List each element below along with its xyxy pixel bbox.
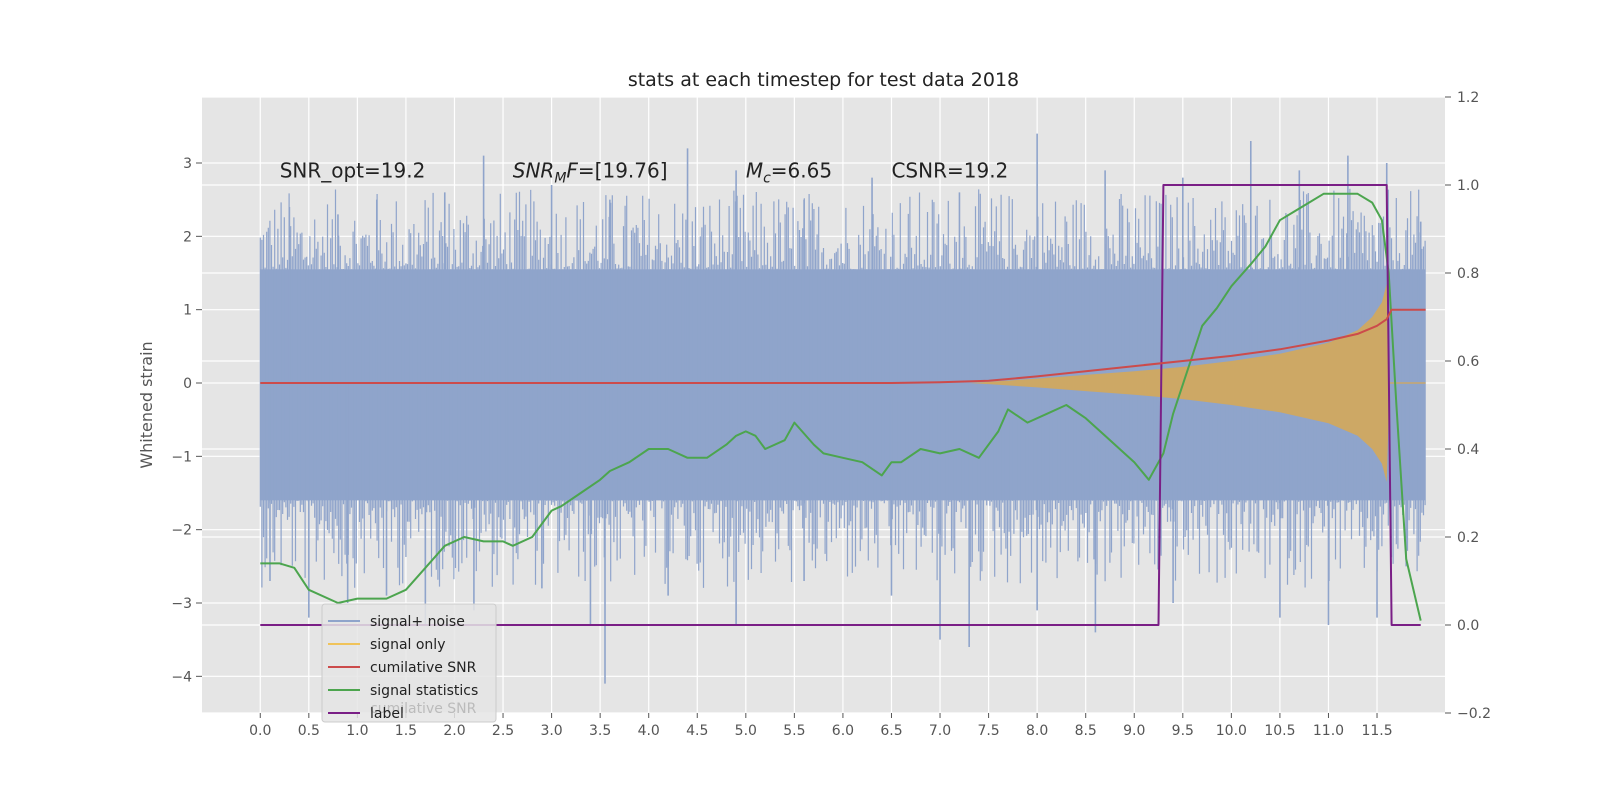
legend-label-4: label (370, 706, 404, 722)
y2-tick-label-4: 0.4 (1457, 442, 1479, 458)
y-tick-label-3: 0 (183, 376, 192, 392)
y-tick-label-7: −4 (171, 669, 192, 685)
x-tick-label-16: 8.0 (1026, 723, 1048, 739)
signal-only-envelope (969, 284, 1390, 482)
y2-tick-label-6: 0.0 (1457, 618, 1479, 634)
x-tick-label-5: 2.5 (492, 723, 514, 739)
x-tick-label-10: 5.0 (735, 723, 757, 739)
y2-tick-label-1: 1.0 (1457, 178, 1479, 194)
legend-label-2: cumilative SNR (370, 660, 477, 676)
y2-tick-label-5: 0.2 (1457, 530, 1479, 546)
x-tick-label-23: 11.5 (1361, 723, 1392, 739)
x-tick-label-8: 4.0 (638, 723, 660, 739)
x-tick-label-20: 10.0 (1216, 723, 1247, 739)
annotation-csnr: CSNR=19.2 (891, 159, 1008, 183)
x-tick-label-6: 3.0 (540, 723, 562, 739)
y2-tick-label-0: 1.2 (1457, 90, 1479, 106)
x-tick-label-21: 10.5 (1264, 723, 1295, 739)
annotation-mc: Mc=6.65 (746, 159, 832, 187)
x-tick-label-15: 7.5 (977, 723, 999, 739)
x-tick-label-18: 9.0 (1123, 723, 1145, 739)
legend-items: signal+ noise signal only cumilative SNR si… (328, 614, 478, 722)
y-axis-label: Whitened strain (137, 341, 156, 468)
x-tick-label-19: 9.5 (1172, 723, 1194, 739)
legend-label-0: signal+ noise (370, 614, 465, 630)
y-tick-label-0: 3 (183, 156, 192, 172)
annotations: SNR_opt=19.2 SNRMF=[19.76] Mc=6.65 CSNR=… (280, 159, 1009, 187)
chart-title: stats at each timestep for test data 201… (628, 69, 1019, 91)
x-tick-label-13: 6.5 (880, 723, 902, 739)
series-line-label (260, 184, 1421, 626)
legend: cumilative SNR signal+ noise signal only c… (321, 603, 497, 723)
y2-tick-label-2: 0.8 (1457, 266, 1479, 282)
annotation-mc-value: =6.65 (771, 159, 832, 183)
x-tick-label-14: 7.0 (929, 723, 951, 739)
legend-label-1: signal only (370, 637, 445, 653)
y-tick-label-2: 1 (183, 303, 192, 319)
x-tick-label-17: 8.5 (1075, 723, 1097, 739)
legend-label-3: signal statistics (370, 683, 478, 699)
y-tick-label-6: −3 (171, 596, 192, 612)
x-tick-label-12: 6.0 (832, 723, 854, 739)
y2-tick-label-3: 0.6 (1457, 354, 1479, 370)
x-tick-label-2: 1.0 (346, 723, 368, 739)
x-tick-label-1: 0.5 (298, 723, 320, 739)
y-tick-label-4: −1 (171, 449, 192, 465)
annotation-snr-mf-post: F (566, 159, 578, 183)
legend-ghost-label: cumilative SNR (370, 701, 477, 717)
x-tick-label-3: 1.5 (395, 723, 417, 739)
axes: 0.0 0.5 1.0 1.5 2.0 2.5 3.0 3.5 4.0 4.5 5.0 5.5 6.0 6… (171, 90, 1491, 739)
legend-box (321, 603, 497, 723)
annotation-mc-sub: c (763, 171, 771, 187)
x-tick-label-22: 11.0 (1313, 723, 1344, 739)
x-tick-label-7: 3.5 (589, 723, 611, 739)
annotation-snr-mf-sub: M (554, 171, 566, 187)
series-line-cumilative-snr (260, 308, 1426, 384)
x-tick-label-4: 2.0 (443, 723, 465, 739)
series-line-signal-statistics (260, 192, 1422, 621)
x-tick-label-0: 0.0 (249, 723, 271, 739)
annotation-snr-mf-value: =[19.76] (578, 159, 668, 183)
annotation-mc-pre: M (746, 159, 763, 183)
y2-tick-label-7: −0.2 (1457, 706, 1491, 722)
annotation-snr-opt: SNR_opt=19.2 (280, 159, 426, 183)
y-tick-label-1: 2 (183, 229, 192, 245)
x-tick-label-9: 4.5 (686, 723, 708, 739)
y-tick-label-5: −2 (171, 523, 192, 539)
annotation-snr-mf: SNRMF=[19.76] (513, 159, 668, 187)
annotation-snr-mf-pre: SNR (513, 159, 555, 183)
line-series (260, 184, 1426, 626)
x-tick-label-11: 5.5 (783, 723, 805, 739)
